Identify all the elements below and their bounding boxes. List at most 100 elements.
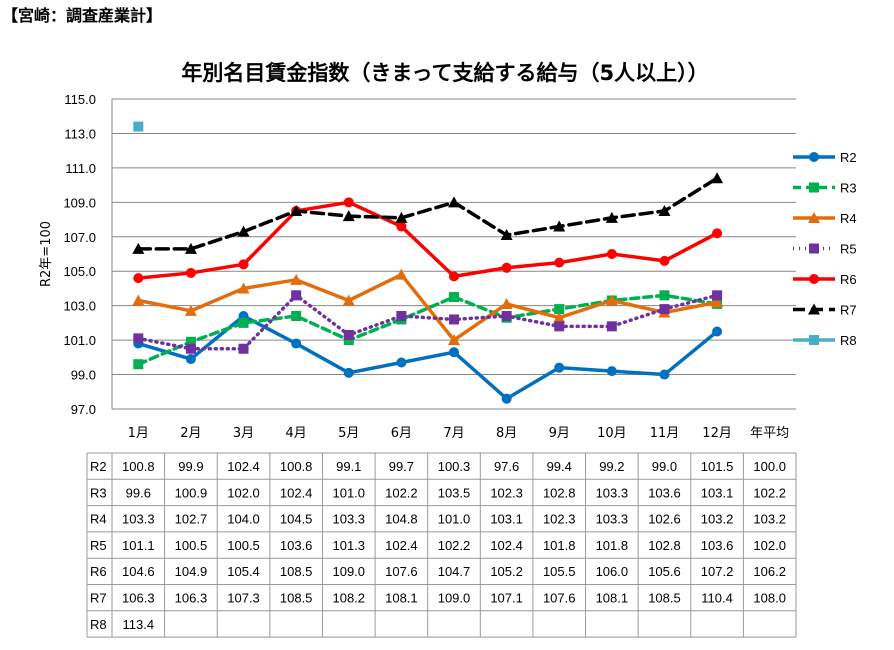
- table-cell: 100.0: [753, 459, 786, 474]
- x-tick-label: 10月: [597, 426, 627, 441]
- table-cell: 103.1: [490, 512, 523, 527]
- table-cell: 104.9: [175, 564, 208, 579]
- table-cell: 103.2: [753, 512, 786, 527]
- table-cell: 99.1: [336, 459, 361, 474]
- header-label: 【宮崎：調査産業計】: [2, 6, 163, 25]
- table-cell: 101.8: [543, 538, 576, 553]
- data-point-R5: [133, 333, 144, 344]
- legend-label: R7: [840, 303, 857, 318]
- x-tick-label: 4月: [286, 426, 307, 441]
- data-point-R7: [605, 211, 618, 223]
- y-tick-label: 115.0: [64, 92, 96, 107]
- data-point-R2: [185, 354, 196, 365]
- data-point-R5: [659, 304, 670, 315]
- table-cell: 104.7: [438, 564, 471, 579]
- table-cell: 105.4: [227, 564, 260, 579]
- data-point-R4: [184, 304, 197, 316]
- data-point-R5: [185, 343, 196, 354]
- table-cell: 102.2: [438, 538, 471, 553]
- data-point-R5: [712, 290, 723, 301]
- data-point-R3: [291, 311, 302, 321]
- legend-marker-R7: [808, 303, 820, 315]
- data-point-R7: [658, 204, 671, 216]
- table-cell: 102.2: [385, 485, 418, 500]
- series-line-R2: [136, 314, 719, 401]
- legend-label: R4: [840, 211, 857, 226]
- table-cell: 104.8: [385, 512, 418, 527]
- table-cell: 108.0: [753, 591, 786, 606]
- legend-label: R8: [840, 333, 857, 348]
- table-cell: 100.5: [175, 538, 208, 553]
- data-point-R4: [237, 282, 250, 294]
- table-cell: 102.2: [753, 485, 786, 500]
- table-cell: 97.6: [494, 459, 519, 474]
- data-point-R2: [396, 357, 407, 368]
- table-cell: 103.1: [701, 485, 734, 500]
- data-point-R3: [133, 359, 144, 370]
- data-point-R7: [395, 211, 408, 223]
- data-point-R7: [237, 225, 250, 237]
- table-cell: 109.0: [332, 564, 365, 579]
- data-point-R2: [449, 347, 459, 358]
- table-cell: 99.4: [547, 459, 572, 474]
- x-tick-label: 年平均: [750, 426, 789, 441]
- data-point-R2: [291, 338, 302, 349]
- data-point-R6: [238, 259, 249, 270]
- data-point-R4: [553, 311, 566, 323]
- table-cell: 106.3: [122, 591, 155, 606]
- data-point-R4: [605, 294, 618, 306]
- y-tick-label: 109.0: [63, 195, 96, 210]
- data-point-R4: [395, 268, 408, 280]
- table-cell: 103.2: [701, 512, 734, 527]
- series-line-R4: [136, 272, 719, 342]
- table-cell: 102.8: [648, 538, 681, 553]
- data-point-R4: [132, 294, 145, 306]
- table-cell: 107.3: [227, 591, 260, 606]
- table-cell: 102.3: [490, 485, 523, 500]
- legend-label: R6: [840, 272, 857, 287]
- table-cell: 107.6: [543, 591, 576, 606]
- table-cell: 102.7: [175, 512, 208, 527]
- data-point-R6: [449, 271, 459, 282]
- table-cell: 99.2: [599, 459, 624, 474]
- data-point-R7: [342, 210, 355, 222]
- table-cell: 102.3: [543, 512, 576, 527]
- data-point-R5: [238, 343, 249, 354]
- table-cell: 108.2: [332, 591, 365, 606]
- x-tick-label: 11月: [650, 426, 680, 441]
- table-row-header: R8: [90, 617, 107, 632]
- data-point-R3: [554, 304, 565, 315]
- table-cell: 101.5: [701, 459, 734, 474]
- table-cell: 106.2: [753, 564, 786, 579]
- data-point-R7: [553, 220, 566, 232]
- table-cell: 104.5: [280, 512, 313, 527]
- table-cell: 102.0: [753, 538, 786, 553]
- data-point-R4: [711, 296, 724, 308]
- y-tick-label: 113.0: [64, 126, 96, 141]
- table-cell: 108.5: [648, 591, 681, 606]
- data-point-R7: [132, 242, 145, 254]
- series-line-R7: [136, 176, 719, 251]
- table-cell: 100.8: [122, 459, 155, 474]
- x-tick-label: 12月: [702, 426, 732, 441]
- data-point-R2: [554, 362, 565, 373]
- data-point-R2: [606, 366, 617, 377]
- y-tick-label: 105.0: [63, 264, 96, 279]
- legend-marker-R8: [809, 335, 819, 345]
- table-cell: 99.0: [652, 459, 677, 474]
- table-cell: 106.0: [596, 564, 629, 579]
- x-tick-label: 6月: [391, 426, 412, 441]
- data-point-R6: [659, 255, 670, 266]
- x-tick-label: 7月: [443, 426, 464, 441]
- data-point-R8: [133, 121, 144, 132]
- data-point-R5: [606, 321, 617, 332]
- data-point-R5: [501, 311, 512, 321]
- data-point-R3: [659, 290, 670, 301]
- table-cell: 99.7: [389, 459, 414, 474]
- data-point-R6: [133, 273, 144, 284]
- y-tick-label: 107.0: [63, 230, 96, 245]
- legend-marker-R3: [809, 182, 819, 193]
- y-axis-label: R2年=100: [39, 221, 54, 287]
- table-cell: 104.0: [227, 512, 260, 527]
